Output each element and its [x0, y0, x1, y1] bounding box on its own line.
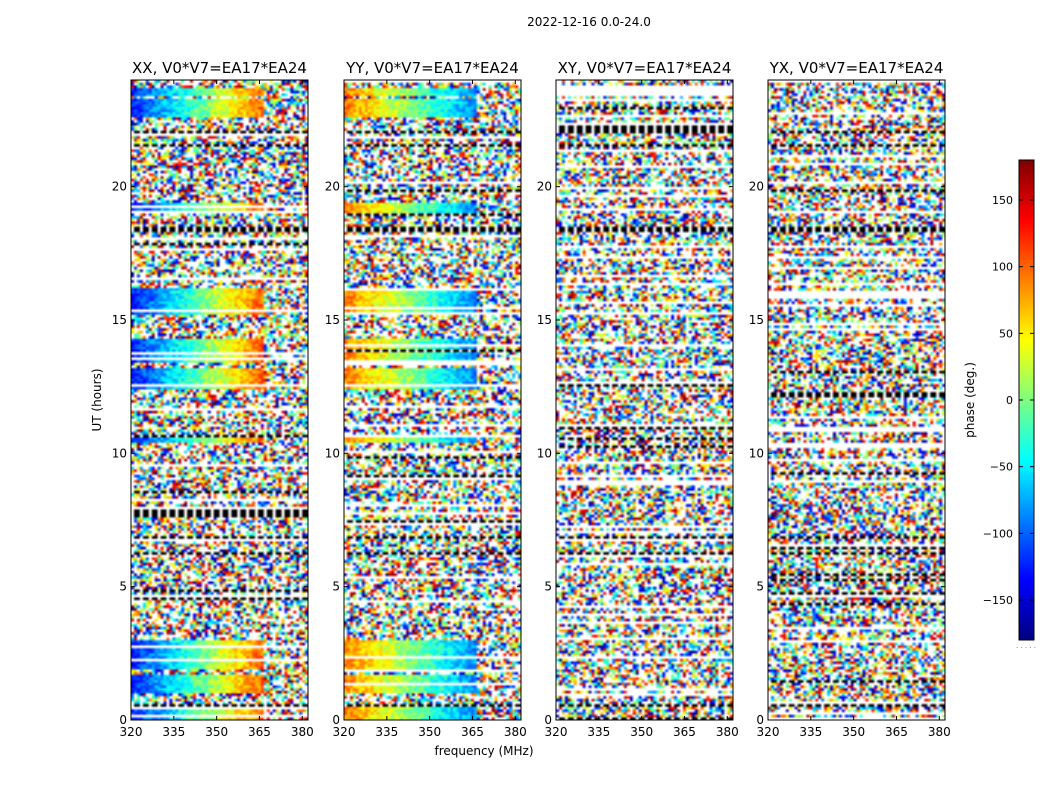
panels: XX, V0*V7=EA17*EA24 320 335 350 365 380 0 5 10 15… — [112, 59, 951, 739]
y-tick-label: 0 — [756, 713, 764, 727]
panel-title: XX, V0*V7=EA17*EA24 — [132, 59, 307, 77]
y-tick-label: 10 — [325, 446, 340, 460]
x-tick-label: 365 — [248, 725, 271, 739]
colorbar-tick-label: 50 — [999, 327, 1013, 340]
y-tick-label: 20 — [537, 180, 552, 194]
x-tick-label: 335 — [375, 725, 398, 739]
y-tick-label: 15 — [112, 313, 127, 327]
y-tick-label: 0 — [332, 713, 340, 727]
panel-1: XX, V0*V7=EA17*EA24 320 335 350 365 380 0 5 10 15… — [112, 59, 314, 739]
colorbar: −150 −100 −50 0 50 100 150 phase (deg.) . . . … — [963, 159, 1036, 650]
panel-frame — [343, 79, 522, 721]
y-tick-label: 5 — [119, 580, 127, 594]
y-tick-label: 20 — [749, 180, 764, 194]
y-tick-label: 0 — [119, 713, 127, 727]
colorbar-tick-label: −150 — [983, 594, 1013, 607]
x-axis-label: frequency (MHz) — [434, 744, 533, 758]
x-tick-label: 380 — [504, 725, 527, 739]
colorbar-offset-dots: . . . . . — [1016, 642, 1036, 650]
y-tick-label: 10 — [112, 446, 127, 460]
x-tick-label: 380 — [928, 725, 951, 739]
heatmap-image — [768, 80, 945, 720]
x-tick-label: 365 — [885, 725, 908, 739]
x-tick-label: 320 — [333, 725, 356, 739]
y-tick-label: 20 — [112, 180, 127, 194]
colorbar-label: phase (deg.) — [963, 362, 977, 438]
x-tick-label: 335 — [587, 725, 610, 739]
x-tick-label: 350 — [630, 725, 653, 739]
colorbar-tick-label: 100 — [992, 261, 1013, 274]
x-tick-label: 365 — [673, 725, 696, 739]
heatmap-image — [556, 80, 733, 720]
panel-title: XY, V0*V7=EA17*EA24 — [558, 59, 732, 77]
y-tick-label: 5 — [756, 580, 764, 594]
x-tick-label: 320 — [545, 725, 568, 739]
colorbar-tick-label: 0 — [1006, 394, 1013, 407]
y-tick-label: 10 — [537, 446, 552, 460]
panel-frame — [555, 79, 734, 721]
panel-frame — [767, 79, 946, 721]
panel-4: YX, V0*V7=EA17*EA24 320 335 350 365 380 0 5 10 15… — [749, 59, 951, 739]
x-tick-label: 380 — [291, 725, 314, 739]
colorbar-tick-label: −50 — [990, 461, 1013, 474]
panel-title: YX, V0*V7=EA17*EA24 — [769, 59, 944, 77]
x-tick-label: 335 — [162, 725, 185, 739]
x-tick-label: 335 — [799, 725, 822, 739]
panel-title: YY, V0*V7=EA17*EA24 — [345, 59, 519, 77]
colorbar-ticks: −150 −100 −50 0 50 100 150 — [983, 194, 1034, 607]
colorbar-tick-label: 150 — [992, 194, 1013, 207]
y-tick-label: 0 — [544, 713, 552, 727]
y-tick-label: 15 — [325, 313, 340, 327]
y-tick-label: 20 — [325, 180, 340, 194]
x-tick-label: 320 — [120, 725, 143, 739]
y-axis-label: UT (hours) — [90, 368, 104, 431]
x-tick-label: 365 — [461, 725, 484, 739]
heatmap-image — [344, 80, 521, 720]
y-tick-label: 5 — [332, 580, 340, 594]
panel-3: XY, V0*V7=EA17*EA24 320 335 350 365 380 0 5 10 15… — [537, 59, 739, 739]
panel-frame — [130, 79, 309, 721]
colorbar-tick-label: −100 — [983, 527, 1013, 540]
x-tick-label: 350 — [418, 725, 441, 739]
x-tick-label: 350 — [205, 725, 228, 739]
panel-2: YY, V0*V7=EA17*EA24 320 335 350 365 380 0 5 10 15… — [325, 59, 527, 739]
y-tick-label: 15 — [749, 313, 764, 327]
x-tick-label: 320 — [757, 725, 780, 739]
heatmap-image — [131, 80, 308, 720]
y-tick-label: 15 — [537, 313, 552, 327]
figure-suptitle: 2022-12-16 0.0-24.0 — [527, 15, 651, 29]
x-tick-label: 380 — [716, 725, 739, 739]
y-tick-label: 10 — [749, 446, 764, 460]
x-tick-label: 350 — [842, 725, 865, 739]
y-tick-label: 5 — [544, 580, 552, 594]
